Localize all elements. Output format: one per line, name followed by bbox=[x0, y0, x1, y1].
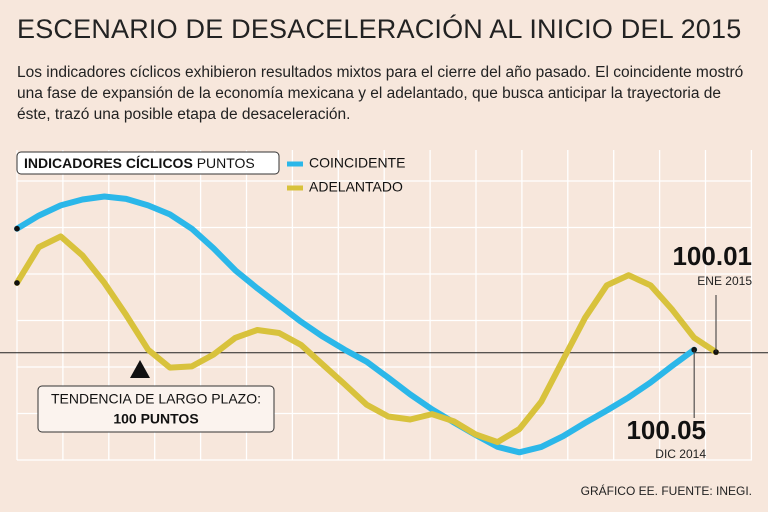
value-label: 100.05 bbox=[626, 415, 706, 445]
chart-subtitle: Los indicadores cíclicos exhibieron resu… bbox=[17, 64, 744, 123]
date-label: ENE 2015 bbox=[697, 274, 752, 288]
source: GRÁFICO EE. FUENTE: INEGI. bbox=[581, 483, 752, 498]
annotation: TENDENCIA DE LARGO PLAZO: bbox=[51, 391, 261, 407]
end-dot bbox=[14, 280, 20, 286]
end-dot bbox=[713, 349, 719, 355]
legend-unit: PUNTOS bbox=[197, 155, 255, 171]
legend-title: INDICADORES CÍCLICOS PUNTOS bbox=[24, 155, 255, 171]
legend-box bbox=[16, 151, 280, 175]
chart-title: ESCENARIO DE DESACELERACIÓN AL INICIO DE… bbox=[17, 14, 742, 44]
series-line bbox=[14, 193, 698, 456]
annotation-box bbox=[37, 385, 275, 433]
annotation: 100 PUNTOS bbox=[113, 411, 198, 427]
date-label: DIC 2014 bbox=[655, 447, 706, 461]
legend-title-bold: INDICADORES CÍCLICOS bbox=[24, 155, 193, 171]
series-line bbox=[14, 233, 719, 446]
legend-label: COINCIDENTE bbox=[309, 155, 405, 171]
reference-arrow bbox=[130, 360, 150, 378]
value-label: 100.01 bbox=[672, 241, 752, 271]
legend-label: ADELANTADO bbox=[309, 179, 403, 195]
end-dot bbox=[14, 225, 20, 232]
